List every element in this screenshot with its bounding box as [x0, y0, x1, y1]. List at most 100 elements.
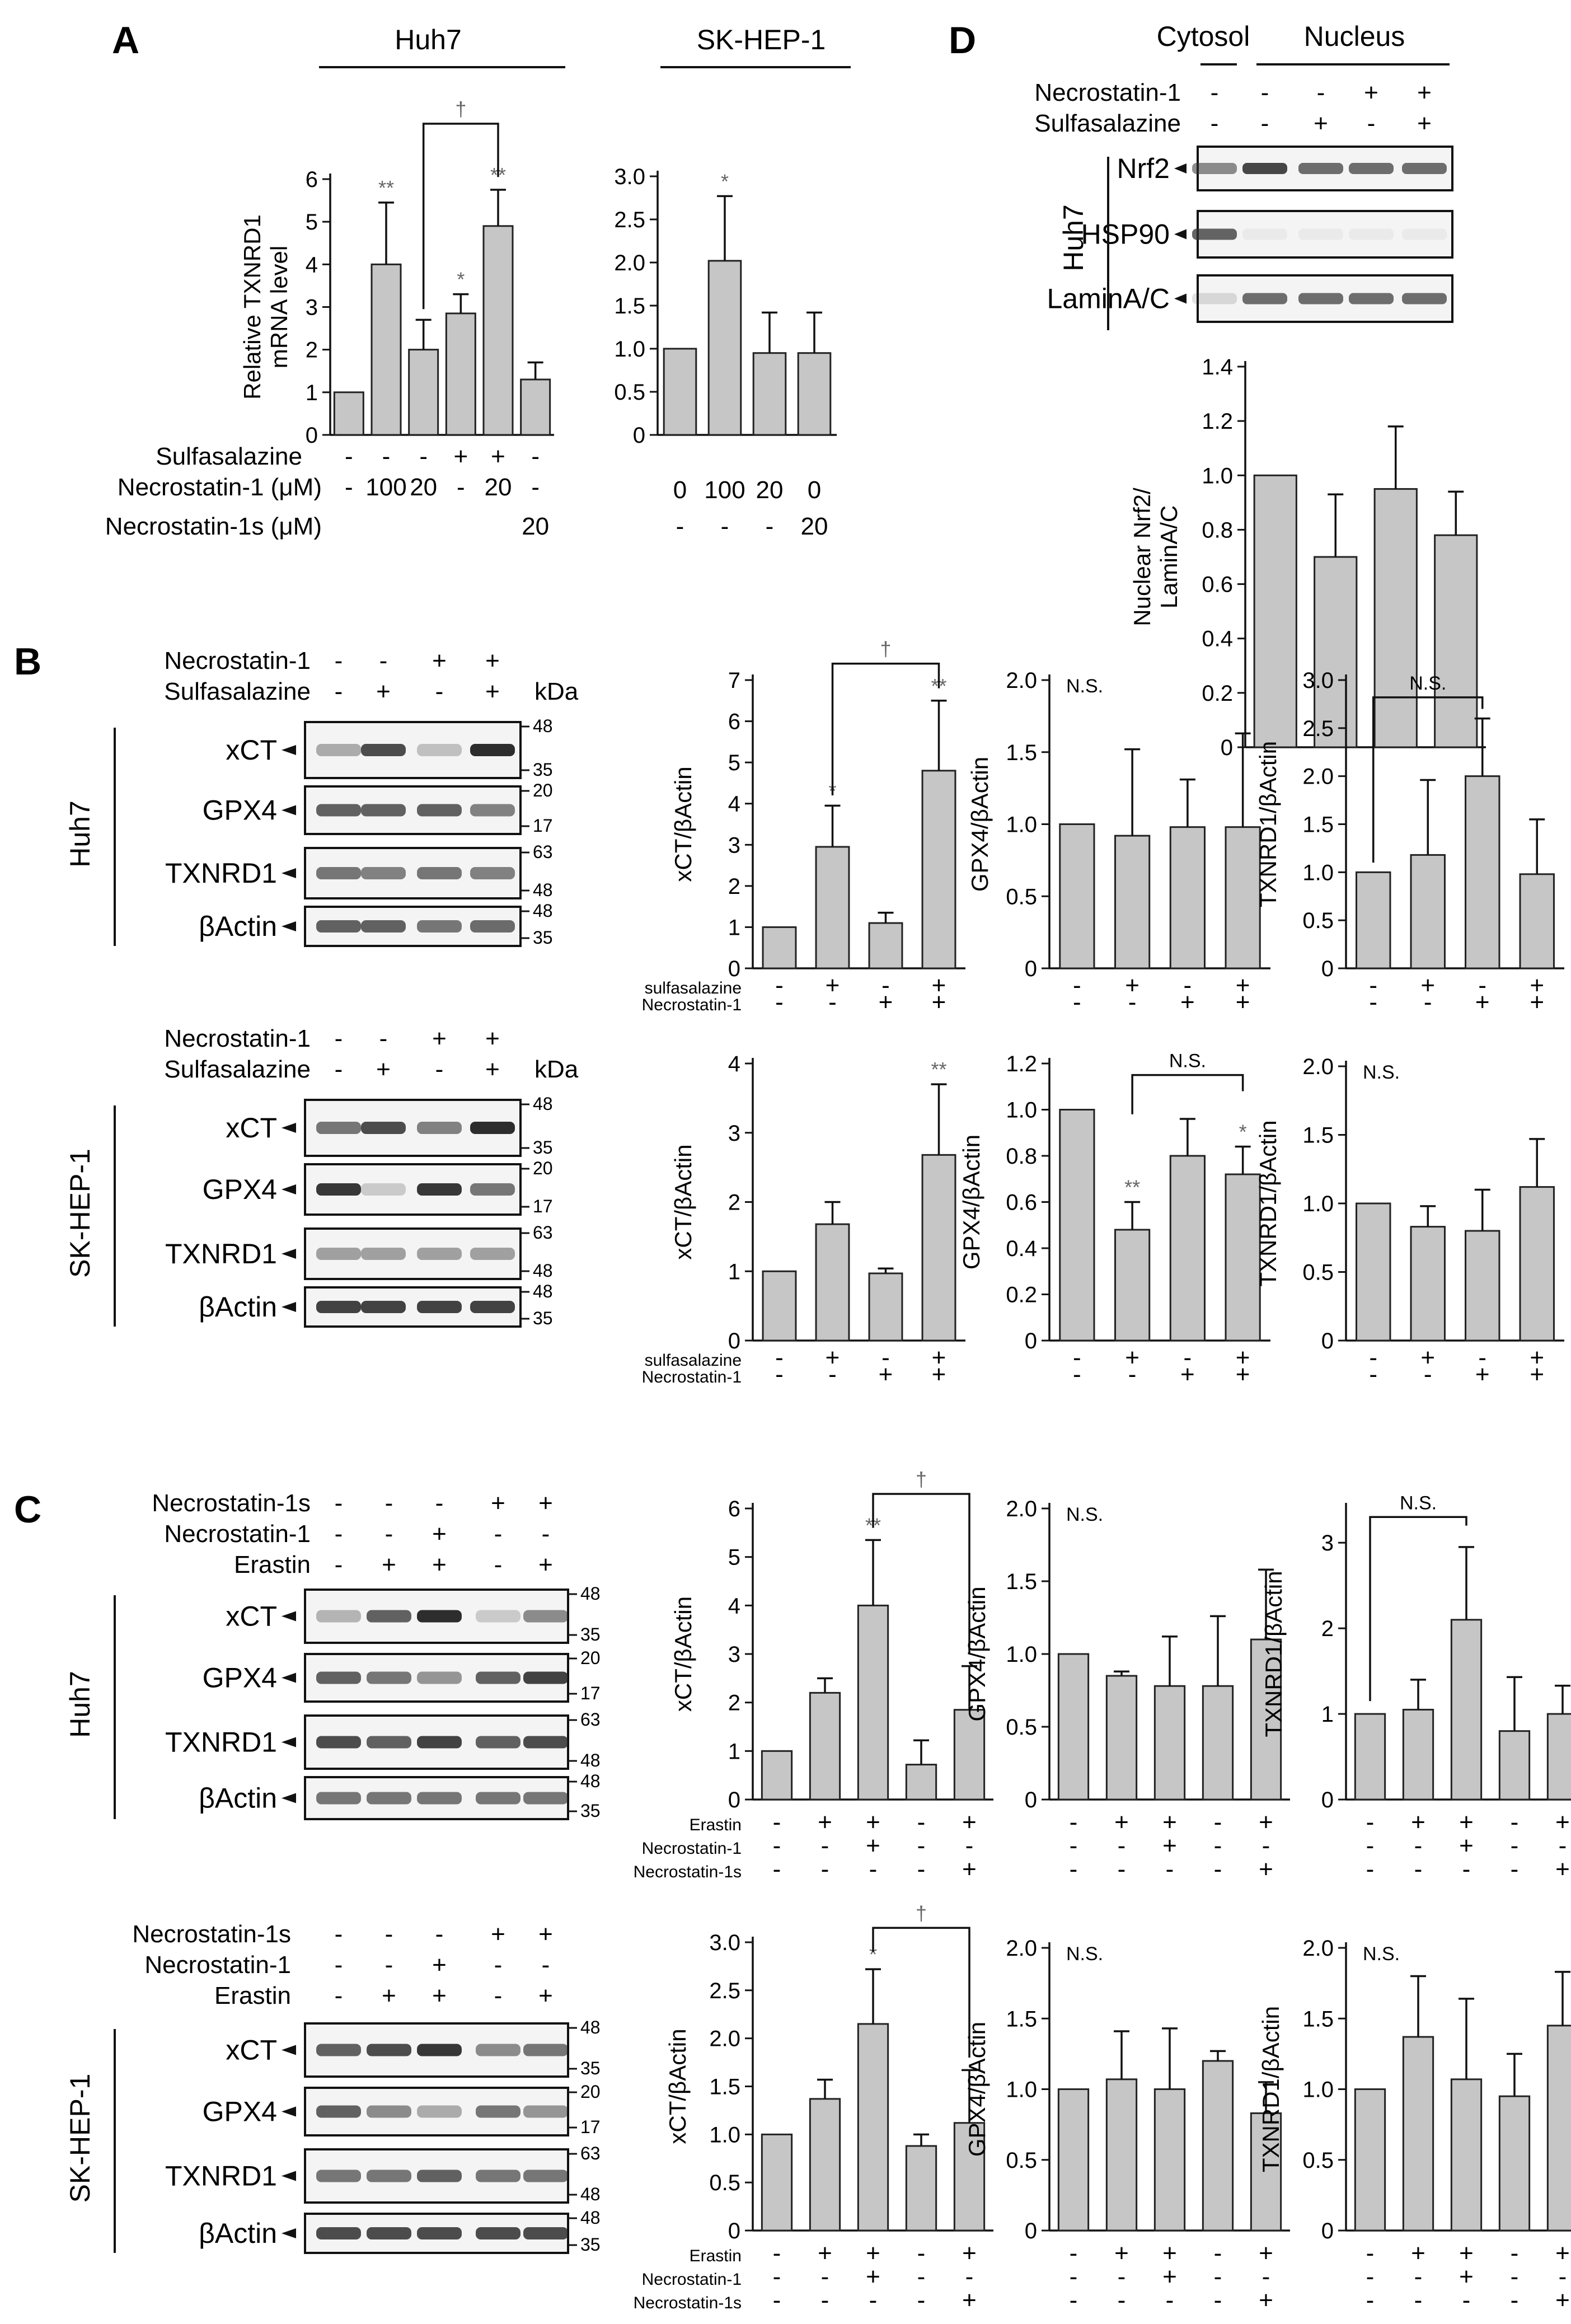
treatment-sign: - [869, 2286, 878, 2314]
bar [1465, 1230, 1500, 1342]
treatment-sign: - [345, 443, 353, 470]
kda-marker: 48 [580, 1771, 601, 1791]
ns-label: N.S. [1066, 1943, 1103, 1965]
band-arrow-icon [282, 2228, 296, 2238]
treatment-sign: - [1214, 2286, 1222, 2314]
protein-band [1402, 293, 1447, 304]
bar [761, 1750, 793, 1801]
comparison-bracket [872, 1927, 970, 2058]
band-label: TXNRD1 [165, 1727, 277, 1758]
band-label: GPX4 [203, 1174, 277, 1205]
treatment-sign: + [932, 1344, 946, 1371]
y-tick-label: 6 [306, 167, 318, 192]
bar [1354, 2088, 1386, 2232]
protein-band [417, 1183, 462, 1196]
y-tick-label: 4 [728, 1594, 740, 1618]
y-axis-label: TXNRD1/βActin [1255, 741, 1281, 907]
treatment-row-label: Necrostatin-1 (μM) [118, 474, 322, 501]
comparison-bracket [422, 123, 499, 310]
treatment-sign: + [1364, 79, 1378, 106]
treatment-sign: - [435, 1920, 444, 1948]
bar [408, 349, 439, 436]
y-tick-label: 0.8 [1006, 1144, 1037, 1169]
treatment-row-label: Necrostatin-1 [642, 996, 742, 1014]
band-arrow-icon [282, 1793, 296, 1803]
treatment-sign: + [1162, 2263, 1177, 2290]
protein-band [1298, 228, 1343, 240]
treatment-sign: + [1236, 1361, 1250, 1388]
treatment-sign: - [773, 2286, 781, 2314]
treatment-sign: + [432, 647, 447, 674]
bar [809, 1692, 841, 1801]
y-tick-label: 1.0 [1006, 1642, 1037, 1667]
treatment-sign: - [531, 443, 540, 470]
treatment-sign: - [1424, 988, 1432, 1016]
y-tick-label: 3.0 [709, 1931, 740, 1955]
bracket-label: † [916, 1901, 927, 1924]
kda-marker: 20 [580, 2082, 601, 2102]
kda-marker: 35 [580, 2058, 601, 2078]
treatment-sign: - [1262, 2263, 1270, 2290]
bar [482, 225, 514, 436]
y-tick-label: 2 [306, 338, 318, 363]
treatment-sign: - [1367, 110, 1376, 137]
treatment-sign: - [821, 1856, 829, 1883]
protein-band [1192, 293, 1237, 304]
y-tick-label: 1.5 [614, 294, 645, 318]
y-tick-label: 2.0 [1006, 1936, 1037, 1961]
treatment-sign: - [494, 1951, 503, 1979]
y-tick-label: 1.0 [1006, 2078, 1037, 2102]
treatment-sign: - [1261, 110, 1269, 137]
treatment-sign: - [419, 443, 428, 470]
y-tick-label: 1.5 [1302, 813, 1334, 837]
treatment-sign: - [1214, 1832, 1222, 1859]
cell-line-label: Huh7 [1058, 204, 1089, 271]
bar [1434, 534, 1478, 748]
treatment-sign: - [335, 1056, 343, 1083]
treatment-sign: + [1259, 1808, 1273, 1836]
treatment-sign: - [775, 1344, 784, 1371]
treatment-sign: - [917, 1832, 926, 1859]
y-tick-label: 0.5 [1302, 2148, 1334, 2173]
y-tick-label: 0.5 [1006, 2148, 1037, 2173]
kda-marker: 48 [580, 2184, 601, 2204]
panel-b-huh7-blot: Necrostatin-1- - + +Sulfasalazine - + - + kDaxCT… [64, 647, 579, 948]
y-tick-label: 0.5 [1302, 1261, 1334, 1285]
treatment-sign: - [1414, 1832, 1423, 1859]
bar [1202, 2060, 1234, 2232]
treatment-sign: - [821, 2286, 829, 2314]
treatment-row-label: Necrostatin-1 [642, 1368, 742, 1386]
protein-band [367, 1610, 411, 1623]
band-arrow-icon [282, 2045, 296, 2055]
panel-label-c: C [14, 1488, 41, 1531]
bar [1519, 873, 1555, 969]
treatment-sign: 20 [756, 476, 784, 504]
treatment-sign: + [1459, 2263, 1474, 2290]
protein-band [316, 867, 361, 879]
band-label: βActin [199, 1291, 277, 1323]
bar [761, 2133, 793, 2232]
protein-band [361, 1183, 406, 1196]
treatment-row-label: Erastin [690, 2247, 742, 2265]
treatment-sign: + [1555, 1856, 1570, 1883]
treatment-sign: - [869, 1856, 878, 1883]
treatment-sign: - [1478, 972, 1486, 999]
treatment-sign: + [491, 443, 505, 470]
protein-band [316, 2227, 361, 2239]
treatment-sign: - [881, 972, 890, 999]
y-tick-label: 0 [1321, 957, 1334, 981]
panel-a-treatment-table: Sulfasalazine Necrostatin-1 (μM) Necrostat… [105, 443, 549, 540]
treatment-sign: - [1214, 1856, 1222, 1883]
y-tick-label: 3.0 [1302, 668, 1334, 693]
kda-marker: 17 [580, 1683, 601, 1703]
treatment-sign: + [1530, 1361, 1544, 1388]
protein-band [417, 744, 462, 756]
treatment-sign: - [1366, 1808, 1375, 1836]
panel-label-d: D [949, 19, 976, 62]
bar [1354, 1713, 1386, 1801]
bar [1250, 1638, 1282, 1801]
protein-band [523, 1792, 568, 1805]
treatment-sign: - [1166, 1856, 1174, 1883]
